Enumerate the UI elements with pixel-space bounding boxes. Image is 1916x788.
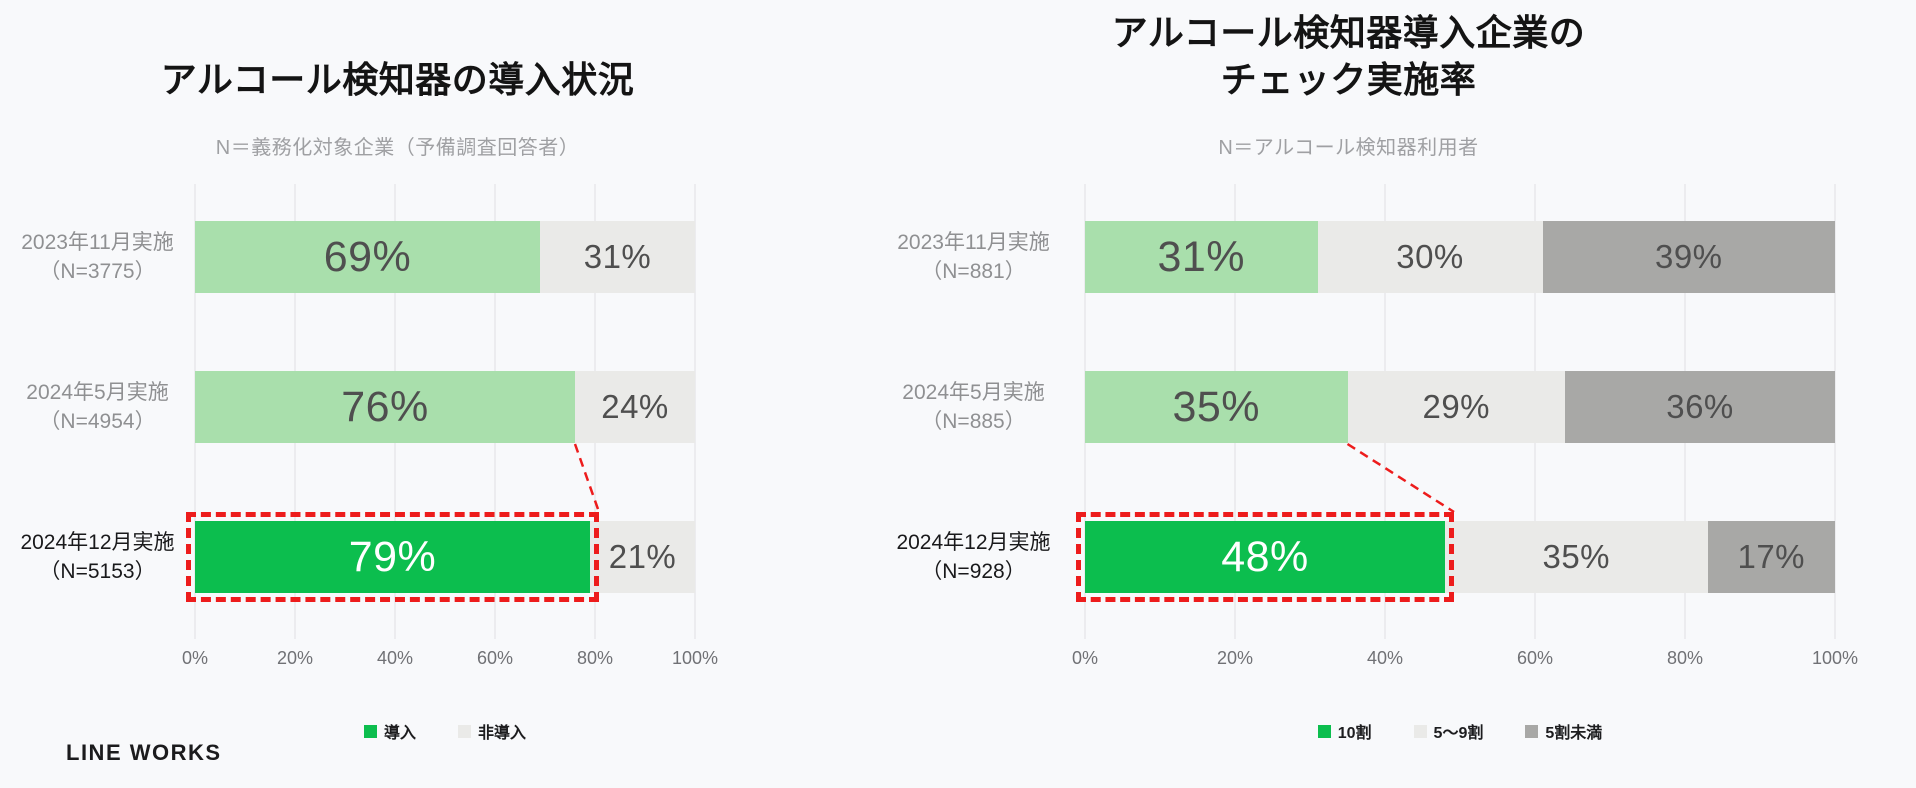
row-label: 2024年12月実施 （N=928） [862,521,1085,593]
row-label-line: 2023年11月実施 [897,230,1050,254]
row-label-line: （N=3775） [39,260,156,283]
bar-value-label: 35% [1542,538,1611,575]
bar-value-label: 48% [1221,532,1309,581]
bar-value-label: 79% [348,532,437,581]
x-axis-tick-label: 40% [376,648,414,668]
x-axis: 0% 20% 40% 60% 80% 100% [182,639,718,673]
bar-segment-0: 35% [1085,371,1348,443]
bar-value-label: 36% [1666,388,1734,425]
bar-row: 35% 29% 36% [1085,371,1835,443]
legend-swatch [363,724,377,738]
bar-segment-1: 21% [590,521,695,593]
x-axis-tick-label: 100% [671,648,719,668]
legend-swatch [1317,724,1331,738]
x-axis-tick-label: 80% [1666,648,1704,668]
legend-item: 5割未満 [1525,719,1602,743]
legend-label: 5割未満 [1545,725,1603,742]
x-axis-tick-label: 0% [1071,648,1099,668]
chart-subtitle: N＝アルコール検知器利用者 [1218,136,1479,159]
bar-segment-2: 36% [1565,371,1835,443]
legend-item: 非導入 [458,719,526,743]
highlighted-bar-segment: 48% [1076,512,1454,602]
row-label-line: 2023年11月実施 [21,230,174,254]
bar-segment-1: 30% [1317,221,1543,293]
row-label-line: （N=4954） [39,410,156,433]
bar-row: 76% 24% [195,371,695,443]
x-axis-tick-label: 20% [276,648,314,668]
bar-segment-0: 69% [195,221,540,293]
chart-body: 2023年11月実施 （N=3775） 2024年5月実施 （N=4954） 2024年… [0,184,795,743]
bar-row: 48% 35% 17% [1076,512,1835,602]
bar-value-label: 21% [608,538,677,575]
legend: 10割 5〜9割 5割未満 [1085,719,1835,743]
legend-label: 導入 [383,725,416,742]
bar-value-label: 31% [583,238,652,275]
bar-row: 31% 30% 39% [1085,221,1835,293]
x-axis: 0% 20% 40% 60% 80% 100% [1072,639,1858,673]
row-label-line: 2024年5月実施 [26,380,169,404]
gridline [694,184,696,639]
x-axis-tick-label: 80% [576,648,614,668]
row-label-line: 2024年5月実施 [902,380,1045,404]
legend-item: 10割 [1317,719,1372,743]
bar-row: 69% 31% [195,221,695,293]
plot-area: 31% 30% 39% 35% 29% 36% 48% 35% 17% [1076,184,1836,639]
legend-item: 5〜9割 [1413,719,1484,743]
legend: 導入 非導入 [195,719,695,743]
bar-value-label: 69% [323,232,412,281]
bar-segment-2: 17% [1707,521,1835,593]
legend-label: 5〜9割 [1433,725,1484,742]
bar-value-label: 30% [1396,238,1464,275]
x-axis-tick-label: 0% [181,648,209,668]
row-label-line: 2024年12月実施 [896,530,1051,554]
chart-title: アルコール検知器の導入状況 [160,59,635,101]
plot-area: 69% 31% 76% 24% 79% 21% [186,184,696,639]
bar-segment-2: 39% [1542,221,1835,293]
bar-value-label: 35% [1172,382,1261,431]
x-axis-tick-label: 40% [1366,648,1404,668]
row-label-line: （N=885） [921,410,1026,433]
row-label-line: （N=928） [921,560,1026,583]
legend-swatch [1413,724,1427,738]
bar-value-label: 17% [1737,538,1806,575]
bar-value-label: 24% [601,388,669,425]
legend-swatch [1525,724,1539,738]
gridline [1834,184,1836,639]
row-label-line: （N=881） [921,260,1026,283]
legend-swatch [458,724,471,738]
bar-segment-1: 24% [575,371,695,443]
row-label: 2023年11月実施 （N=881） [862,221,1085,293]
bar-segment-0: 31% [1085,221,1318,293]
bar-row: 79% 21% [186,512,695,602]
bar-segment-1: 35% [1445,521,1708,593]
adoption-status-chart-panel: アルコール検知器の導入状況 N＝義務化対象企業（予備調査回答者） 2023年11… [0,0,795,743]
x-axis-tick-label: 20% [1216,648,1254,668]
chart-body: 2023年11月実施 （N=881） 2024年5月実施 （N=885） 2024年12… [862,184,1858,743]
x-axis-tick-label: 100% [1811,648,1859,668]
row-label: 2023年11月実施 （N=3775） [0,221,195,293]
check-rate-chart-panel: アルコール検知器導入企業の チェック実施率 N＝アルコール検知器利用者 2023… [862,0,1858,743]
bar-segment-1: 31% [540,221,695,293]
legend-label: 非導入 [478,725,527,742]
row-label: 2024年12月実施 （N=5153） [0,521,195,593]
bar-segment-1: 29% [1347,371,1565,443]
row-label-line: 2024年12月実施 [20,530,175,554]
bar-value-label: 76% [341,382,429,431]
x-axis-tick-label: 60% [1516,648,1554,668]
chart-title: アルコール検知器導入企業の チェック実施率 [1111,11,1586,101]
row-label: 2024年5月実施 （N=4954） [0,371,195,443]
highlighted-bar-segment: 79% [186,512,599,602]
legend-item: 導入 [363,719,416,743]
row-label: 2024年5月実施 （N=885） [862,371,1085,443]
bar-segment-0: 76% [195,371,575,443]
row-label-line: （N=5153） [39,560,156,583]
bar-value-label: 39% [1654,238,1723,275]
line-works-logo: LINE WORKS [66,740,222,765]
legend-label: 10割 [1337,725,1372,742]
bar-value-label: 29% [1422,388,1491,425]
bar-value-label: 31% [1157,232,1246,281]
chart-subtitle: N＝義務化対象企業（予備調査回答者） [215,136,580,159]
x-axis-tick-label: 60% [476,648,514,668]
